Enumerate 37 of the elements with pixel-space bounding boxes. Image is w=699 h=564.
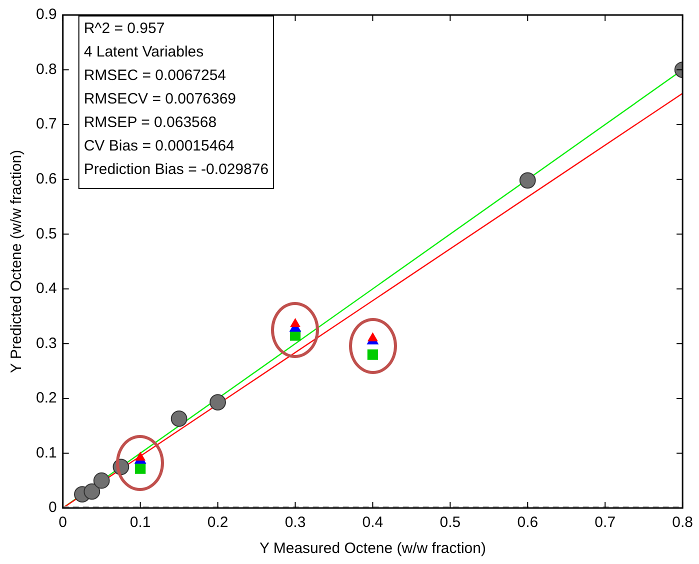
y-tick-label: 0.4	[36, 280, 57, 298]
point	[93, 472, 110, 489]
x-tick-label: 0.7	[594, 514, 616, 532]
annotation: 4 Latent Variables	[84, 44, 204, 61]
x-tick-label: 0.4	[362, 514, 384, 532]
y-tick-label: 0.7	[36, 116, 57, 133]
y-tick-label: 0.8	[36, 60, 57, 78]
x-tick-label: 0.1	[130, 514, 151, 532]
y-tick-label: 0.5	[36, 225, 57, 242]
point	[519, 172, 536, 189]
annotation: RMSEC = 0.0067254	[84, 67, 226, 84]
y-tick-label: 0.2	[36, 390, 57, 407]
x-tick-label: 0.6	[517, 514, 538, 532]
point	[135, 452, 146, 461]
annotation: CV Bias = 0.00015464	[84, 138, 234, 155]
point	[170, 410, 188, 427]
point	[368, 332, 378, 342]
x-tick-label: 0.8	[672, 514, 694, 532]
point	[210, 394, 226, 410]
x-axis-title: Y Measured Octene (w/w fraction)	[259, 540, 486, 558]
annotation: Prediction Bias = -0.029876	[84, 161, 269, 178]
x-tick-label: 0.5	[440, 514, 461, 532]
annotation: R^2 = 0.957	[84, 20, 165, 38]
y-axis-title: Y Predicted Octene (w/w fraction)	[8, 150, 26, 374]
y-tick-label: 0	[48, 499, 57, 516]
annotation: RMSEP = 0.063568	[84, 114, 217, 132]
annotation: RMSECV = 0.0076369	[84, 90, 236, 108]
point	[290, 318, 300, 327]
y-tick-label: 0.3	[36, 334, 57, 352]
point	[135, 463, 146, 474]
y-tick-label: 0.1	[36, 444, 57, 462]
point	[84, 483, 100, 500]
point	[367, 349, 378, 360]
y-tick-label: 0.6	[36, 170, 57, 188]
x-tick-label: 0.2	[207, 514, 228, 532]
x-tick-label: 0.3	[284, 514, 306, 532]
y-tick-label: 0.9	[36, 6, 57, 24]
